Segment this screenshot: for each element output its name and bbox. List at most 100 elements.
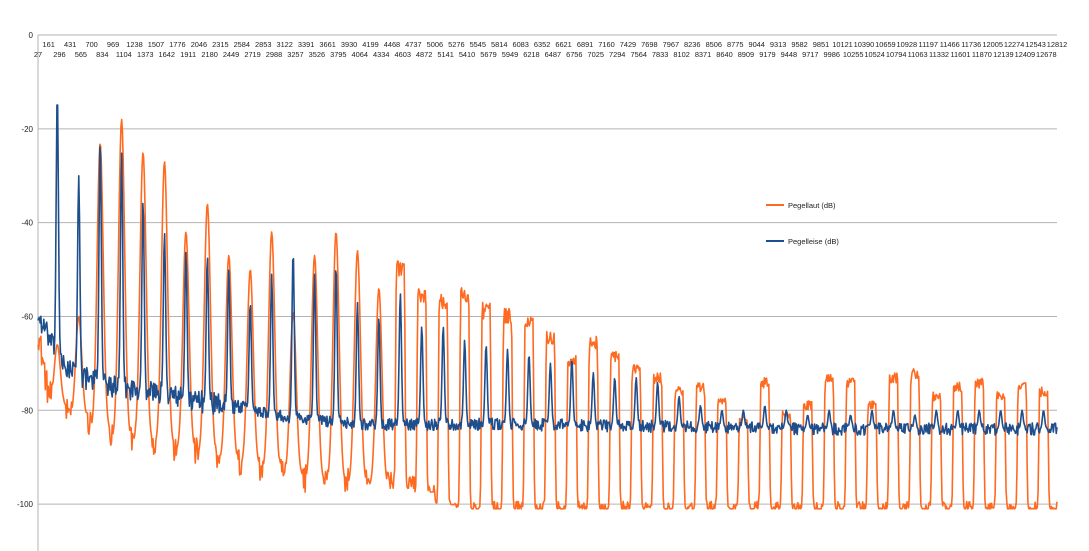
x-tick-label: 161	[43, 40, 55, 49]
x-tick-label: 12139	[993, 50, 1014, 59]
x-tick-label: 5141	[437, 50, 453, 59]
x-tick-label: 9717	[802, 50, 818, 59]
x-tick-label: 1373	[137, 50, 153, 59]
x-tick-label: 3391	[298, 40, 314, 49]
x-tick-label: 7564	[630, 50, 646, 59]
x-tick-label: 9582	[791, 40, 807, 49]
x-tick-label: 12678	[1036, 50, 1057, 59]
x-tick-label: 3122	[276, 40, 292, 49]
x-tick-label: 12005	[982, 40, 1003, 49]
series-line	[37, 118, 1058, 510]
x-tick-label: 10794	[886, 50, 907, 59]
y-tick-label: -60	[21, 312, 33, 321]
x-tick-label: 8506	[706, 40, 722, 49]
x-tick-label: 5006	[427, 40, 443, 49]
x-tick-label: 3526	[309, 50, 325, 59]
x-tick-label: 1238	[126, 40, 142, 49]
x-tick-label: 7698	[641, 40, 657, 49]
x-tick-label: 8909	[738, 50, 754, 59]
horizontal-gridlines	[38, 34, 1057, 505]
legend-label: Pegelleise (dB)	[788, 237, 839, 246]
x-tick-label: 12274	[1004, 40, 1025, 49]
x-tick-label: 8236	[684, 40, 700, 49]
x-tick-label: 10524	[864, 50, 885, 59]
x-tick-label: 10659	[875, 40, 896, 49]
x-tick-label: 6621	[555, 40, 571, 49]
x-tick-label: 700	[85, 40, 97, 49]
x-tick-label: 11332	[929, 50, 949, 59]
x-tick-label: 5949	[502, 50, 518, 59]
y-tick-label: -80	[21, 406, 33, 415]
x-tick-label: 296	[53, 50, 65, 59]
x-tick-label: 969	[107, 40, 119, 49]
x-tick-label: 9313	[770, 40, 786, 49]
x-tick-label: 11870	[972, 50, 992, 59]
x-tick-label: 2449	[223, 50, 239, 59]
x-axis-labels: 161 431 700 969 1238 1507 1776 2046 2315 2584 2853…	[34, 40, 1067, 59]
x-tick-label: 10928	[897, 40, 918, 49]
x-tick-label: 5276	[448, 40, 464, 49]
x-tick-label: 8775	[727, 40, 743, 49]
x-tick-label: 6891	[577, 40, 593, 49]
x-tick-label: 10390	[854, 40, 875, 49]
x-tick-label: 1507	[148, 40, 164, 49]
x-tick-label: 7967	[663, 40, 679, 49]
x-tick-label: 5814	[491, 40, 507, 49]
x-tick-label: 4468	[384, 40, 400, 49]
x-tick-label: 9986	[824, 50, 840, 59]
x-tick-label: 4334	[373, 50, 389, 59]
x-tick-label: 2180	[201, 50, 217, 59]
x-tick-label: 4064	[352, 50, 368, 59]
y-axis: 0 -20 -40 -60 -80 -100	[17, 31, 39, 551]
x-tick-label: 12409	[1015, 50, 1036, 59]
x-tick-label: 2719	[244, 50, 260, 59]
series-lines	[37, 104, 1058, 510]
x-tick-label: 7025	[588, 50, 604, 59]
x-tick-label: 5679	[480, 50, 496, 59]
x-tick-label: 27	[34, 50, 42, 59]
y-tick-label: 0	[29, 31, 34, 40]
x-tick-label: 2315	[212, 40, 228, 49]
y-tick-label: -40	[21, 219, 33, 228]
x-tick-label: 11466	[940, 40, 960, 49]
x-tick-label: 11197	[919, 40, 938, 49]
x-tick-label: 7294	[609, 50, 625, 59]
x-tick-label: 3795	[330, 50, 346, 59]
x-tick-label: 6487	[545, 50, 561, 59]
x-tick-label: 1642	[158, 50, 174, 59]
x-tick-label: 12543	[1025, 40, 1046, 49]
x-tick-label: 834	[96, 50, 108, 59]
x-tick-label: 7160	[598, 40, 614, 49]
x-tick-label: 4603	[394, 50, 410, 59]
x-tick-label: 431	[64, 40, 76, 49]
x-tick-label: 9179	[759, 50, 775, 59]
x-tick-label: 10255	[843, 50, 864, 59]
x-tick-label: 6352	[534, 40, 550, 49]
x-tick-label: 1104	[116, 50, 132, 59]
legend-label: Pegellaut (dB)	[788, 201, 836, 210]
x-tick-label: 7429	[620, 40, 636, 49]
x-tick-label: 11601	[950, 50, 970, 59]
series-line	[37, 104, 1058, 436]
x-tick-label: 4737	[405, 40, 421, 49]
x-tick-label: 2988	[266, 50, 282, 59]
x-tick-label: 1776	[169, 40, 185, 49]
x-tick-label: 3257	[287, 50, 303, 59]
x-tick-label: 6083	[512, 40, 528, 49]
x-tick-label: 565	[75, 50, 87, 59]
x-tick-label: 6756	[566, 50, 582, 59]
x-tick-label: 2853	[255, 40, 271, 49]
legend: Pegellaut (dB) Pegelleise (dB)	[766, 201, 839, 246]
x-tick-label: 5545	[470, 40, 486, 49]
x-tick-label: 10121	[832, 40, 853, 49]
x-tick-label: 8371	[695, 50, 711, 59]
x-tick-label: 2584	[234, 40, 250, 49]
x-tick-label: 3930	[341, 40, 357, 49]
x-tick-label: 6218	[523, 50, 539, 59]
x-tick-label: 8640	[716, 50, 732, 59]
x-tick-label: 1911	[180, 50, 196, 59]
x-tick-label: 4872	[416, 50, 432, 59]
y-tick-label: -100	[17, 500, 34, 509]
x-tick-label: 12812	[1047, 40, 1068, 49]
